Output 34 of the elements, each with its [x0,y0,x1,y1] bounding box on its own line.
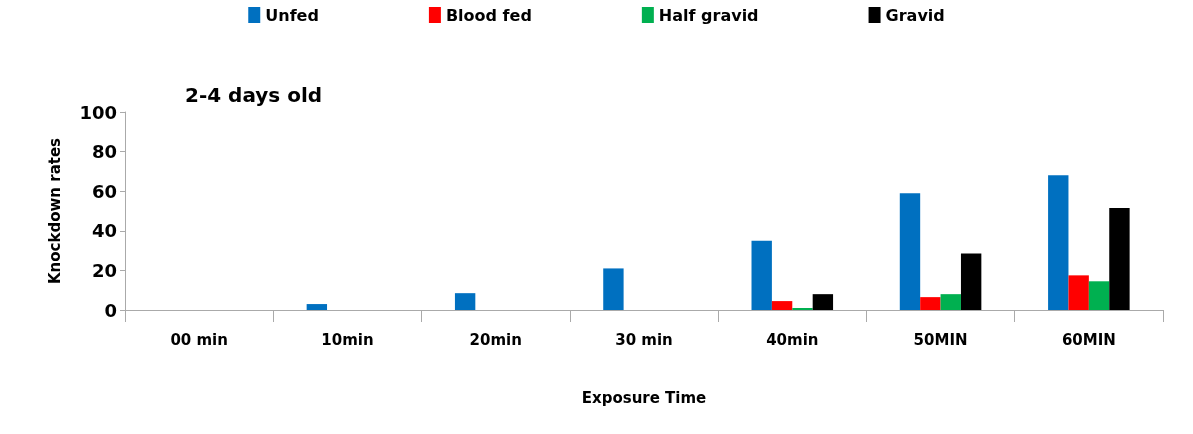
bar [960,253,982,310]
x-tick-label: 50MIN [913,330,968,349]
bar [603,268,624,310]
bar [751,240,772,310]
bar [920,297,941,310]
bar [771,301,793,310]
bar [454,293,476,310]
y-tick-label: 0 [104,299,117,321]
y-tick-label: 40 [91,220,117,242]
legend-label: Unfed [265,5,319,25]
y-tick-label: 20 [91,259,117,281]
bar [306,304,328,310]
x-tick-label: 40min [766,330,819,349]
y-axis-title: Knockdown rates [46,137,64,285]
bar [1068,275,1089,310]
bar [899,193,921,310]
bar [812,294,834,310]
y-tick-label: 60 [91,180,117,202]
legend-label: Blood fed [445,5,532,25]
x-tick-label: 20min [469,330,522,349]
x-tick-label: 00 min [170,330,228,349]
x-tick-label: 30 min [615,330,673,349]
bar [1109,208,1130,310]
y-tick-label: 100 [79,101,117,123]
x-tick-label: 10min [321,330,374,349]
bar [1048,175,1069,310]
legend-label: Half gravid [658,5,759,25]
legend-label: Gravid [885,5,945,25]
x-axis-title: Exposure Time [581,388,707,407]
y-tick-label: 80 [91,141,117,163]
x-tick-label: 60MIN [1061,330,1116,349]
chart-title: 2-4 days old [185,83,323,107]
bar [940,294,961,310]
bar [1088,281,1110,310]
